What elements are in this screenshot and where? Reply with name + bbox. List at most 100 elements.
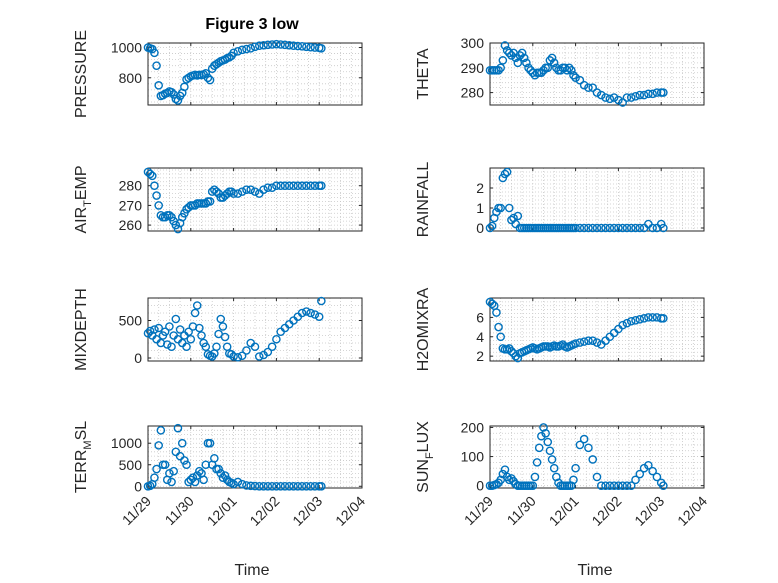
data-point bbox=[272, 334, 281, 344]
data-point bbox=[180, 456, 189, 465]
data-point bbox=[635, 315, 645, 324]
data-point bbox=[567, 65, 576, 75]
data-point bbox=[263, 183, 273, 192]
data-point bbox=[242, 481, 251, 490]
y-tick-label: 0 bbox=[476, 220, 484, 236]
y-axis-label: TERRMSL bbox=[73, 421, 94, 493]
data-point bbox=[306, 42, 315, 52]
data-point bbox=[184, 477, 193, 487]
data-point bbox=[233, 477, 243, 487]
data-point bbox=[177, 438, 187, 448]
data-point bbox=[317, 181, 326, 191]
data-point bbox=[145, 169, 155, 179]
data-point bbox=[584, 443, 593, 453]
data-point bbox=[575, 223, 585, 233]
data-point bbox=[289, 481, 298, 491]
data-point bbox=[571, 463, 580, 473]
data-point bbox=[310, 310, 320, 319]
data-point bbox=[513, 58, 523, 68]
x-tick-label: 12/03 bbox=[631, 493, 667, 529]
data-point bbox=[310, 481, 320, 491]
data-point bbox=[210, 453, 219, 463]
data-point bbox=[289, 181, 298, 191]
data-point bbox=[192, 301, 202, 310]
data-point bbox=[284, 40, 294, 50]
y-tick-label: 280 bbox=[119, 178, 143, 194]
x-tick-label: 12/02 bbox=[588, 493, 624, 529]
data-point bbox=[528, 481, 538, 490]
data-point bbox=[575, 338, 585, 347]
data-point bbox=[626, 223, 636, 233]
data-point bbox=[302, 181, 311, 191]
data-point bbox=[154, 81, 163, 90]
y-tick-label: 500 bbox=[119, 457, 143, 473]
data-point bbox=[297, 481, 307, 491]
data-point bbox=[173, 96, 183, 105]
y-axis-label: SUNFLUX bbox=[415, 421, 436, 493]
data-point bbox=[205, 197, 215, 206]
panel-4: 0 500 MIXDEPTH bbox=[73, 288, 363, 371]
data-point bbox=[622, 93, 632, 102]
data-point bbox=[272, 481, 281, 491]
data-point bbox=[592, 472, 602, 482]
data-point bbox=[254, 352, 264, 361]
data-point bbox=[504, 48, 514, 58]
data-point bbox=[584, 223, 593, 233]
data-point bbox=[186, 334, 196, 344]
data-point bbox=[631, 223, 640, 233]
data-point bbox=[659, 314, 668, 323]
data-point bbox=[284, 481, 294, 491]
data-point bbox=[195, 466, 204, 476]
data-point bbox=[229, 352, 238, 361]
data-point bbox=[169, 466, 178, 476]
data-point bbox=[197, 331, 206, 340]
data-point bbox=[513, 211, 523, 221]
data-point bbox=[618, 98, 627, 107]
data-point bbox=[644, 219, 653, 229]
data-point bbox=[272, 181, 281, 191]
data-point bbox=[160, 212, 170, 222]
data-point bbox=[267, 481, 277, 491]
data-point bbox=[150, 473, 159, 482]
panel-6: 0 500 1000 11/29 11/30 12/01 12/02 12/03 12/04 TE… bbox=[73, 421, 368, 529]
data-point bbox=[575, 75, 585, 85]
data-point bbox=[201, 460, 211, 470]
data-point bbox=[605, 223, 615, 233]
data-point bbox=[592, 223, 602, 233]
data-point bbox=[530, 472, 540, 482]
y-axis-label: H2OMIXRA bbox=[415, 287, 432, 371]
data-point bbox=[543, 63, 553, 73]
data-point bbox=[579, 434, 589, 444]
data-point bbox=[150, 48, 159, 58]
data-point bbox=[545, 446, 555, 456]
data-point bbox=[317, 296, 326, 306]
data-point bbox=[276, 481, 285, 491]
data-point bbox=[659, 88, 668, 97]
data-point bbox=[267, 342, 277, 352]
data-point bbox=[571, 339, 580, 348]
data-point bbox=[267, 183, 277, 192]
data-point bbox=[652, 472, 662, 482]
data-point bbox=[592, 338, 602, 347]
data-point bbox=[222, 189, 232, 198]
data-point bbox=[156, 210, 166, 220]
data-point bbox=[314, 312, 324, 322]
data-point bbox=[507, 51, 516, 60]
data-point bbox=[310, 181, 320, 191]
data-point bbox=[302, 307, 311, 316]
data-point bbox=[596, 223, 606, 233]
data-point bbox=[280, 40, 290, 50]
data-point bbox=[276, 181, 285, 191]
data-point bbox=[154, 201, 163, 210]
data-point bbox=[605, 94, 615, 104]
data-point bbox=[182, 460, 191, 470]
data-point bbox=[515, 51, 525, 60]
panel-5: 2 4 6 H2OMIXRA bbox=[415, 287, 705, 371]
y-tick-label: 100 bbox=[461, 449, 485, 465]
data-point bbox=[216, 469, 226, 478]
data-point bbox=[242, 44, 251, 54]
y-tick-label: 500 bbox=[119, 313, 143, 329]
axes-frame bbox=[147, 167, 363, 232]
data-point bbox=[618, 223, 627, 233]
data-point bbox=[250, 481, 260, 491]
